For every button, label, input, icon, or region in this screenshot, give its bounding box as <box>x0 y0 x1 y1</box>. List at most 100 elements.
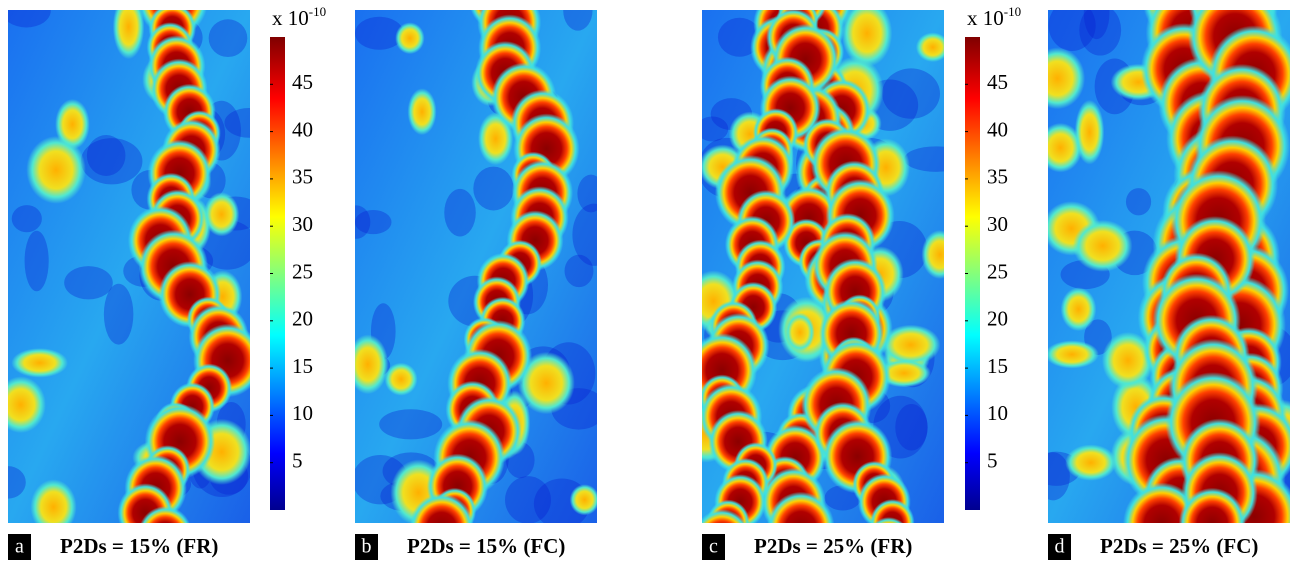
panel-caption: P2Ds = 15% (FR) <box>60 534 218 558</box>
panel-caption: P2Ds = 15% (FC) <box>407 534 565 558</box>
panel-caption: P2Ds = 25% (FR) <box>754 534 912 558</box>
particle <box>1074 99 1105 165</box>
low-spot <box>208 19 248 58</box>
low-spot <box>882 68 940 119</box>
particle <box>881 324 941 366</box>
particle <box>1178 487 1246 523</box>
particle <box>395 22 425 55</box>
low-spot <box>1048 452 1070 501</box>
panel-letter: a <box>15 536 24 558</box>
colorbar <box>270 37 285 510</box>
low-spot <box>564 254 594 288</box>
panel-letter-box <box>355 534 378 560</box>
low-spot <box>444 188 476 237</box>
colorbar-tick-label: 15 <box>987 354 1008 378</box>
particle <box>877 358 931 388</box>
colorbar-tick-label: 20 <box>292 307 313 331</box>
particle <box>1101 331 1155 390</box>
low-spot <box>505 476 551 523</box>
particle <box>1072 219 1133 272</box>
colorbar-tick-label: 45 <box>987 70 1008 94</box>
low-spot <box>577 174 597 213</box>
particle <box>55 98 90 150</box>
colorbar-tick-label: 30 <box>292 212 313 236</box>
particle <box>384 362 418 396</box>
low-spot <box>8 466 26 499</box>
colorbar-unit: x 10-10 <box>967 4 1021 30</box>
low-spot <box>64 266 113 300</box>
particle <box>785 312 815 353</box>
colorbar-tick-label: 10 <box>292 401 313 425</box>
low-spot <box>563 10 593 31</box>
colorbar-tick-label: 5 <box>292 449 303 473</box>
colorbar-tick-label: 5 <box>987 449 998 473</box>
particle <box>1048 47 1086 110</box>
heatmap-panel <box>702 10 944 523</box>
low-spot <box>355 16 404 50</box>
colorbar-tick-label: 15 <box>292 354 313 378</box>
panel-letter: b <box>362 536 372 558</box>
particle <box>841 10 893 67</box>
particle <box>569 484 597 516</box>
unit-base: x 10 <box>272 6 309 30</box>
low-spot <box>86 135 126 176</box>
particle <box>874 517 904 523</box>
low-spot <box>904 146 944 172</box>
colorbar-tick-label: 25 <box>987 259 1008 283</box>
low-spot <box>702 116 729 142</box>
particle <box>915 32 944 63</box>
particle <box>112 10 145 60</box>
particle <box>767 491 835 523</box>
colorbar-tick-label: 25 <box>292 259 313 283</box>
particle <box>921 230 944 279</box>
particle <box>869 499 915 523</box>
low-spot <box>1048 10 1096 51</box>
particle <box>355 334 389 395</box>
panel-letter: c <box>709 536 718 558</box>
panel-letter-box <box>8 534 31 560</box>
low-spot <box>8 10 51 28</box>
colorbar-tick-label: 45 <box>292 70 313 94</box>
low-spot <box>1079 10 1122 56</box>
low-spot <box>473 166 514 211</box>
particle <box>30 479 77 523</box>
particle <box>1065 444 1117 481</box>
low-spot <box>11 205 42 233</box>
particle <box>11 348 68 378</box>
unit-exponent: -10 <box>1004 4 1021 19</box>
panel-letter: d <box>1055 536 1065 558</box>
low-spot <box>24 230 49 292</box>
low-spot <box>198 220 250 270</box>
panel-letter-box <box>702 534 725 560</box>
panel-caption: P2Ds = 25% (FC) <box>1100 534 1258 558</box>
particle <box>140 506 190 523</box>
particle <box>8 376 46 433</box>
low-spot <box>1083 10 1110 40</box>
low-spot <box>895 404 928 451</box>
colorbar-tick-label: 20 <box>987 307 1008 331</box>
low-spot <box>80 138 143 185</box>
colorbar-tick-label: 30 <box>987 212 1008 236</box>
colorbar-tick-label: 35 <box>292 165 313 189</box>
low-spot <box>572 203 597 266</box>
particle <box>203 192 240 237</box>
particle <box>702 509 746 523</box>
particle <box>409 493 474 523</box>
particle <box>1048 122 1083 173</box>
colorbar-tick-label: 40 <box>987 117 1008 141</box>
particle <box>407 88 437 136</box>
colorbar-unit: x 10-10 <box>272 4 326 30</box>
unit-base: x 10 <box>967 6 1004 30</box>
particle <box>1048 340 1099 369</box>
panel-letter-box <box>1048 534 1071 560</box>
particle <box>517 351 575 415</box>
low-spot <box>1125 188 1152 216</box>
heatmap-panel <box>1048 10 1290 523</box>
particle <box>1060 287 1097 332</box>
heatmap-panel <box>8 10 250 523</box>
colorbar-tick-label: 40 <box>292 117 313 141</box>
colorbar-tick-label: 10 <box>987 401 1008 425</box>
low-spot <box>355 205 371 239</box>
